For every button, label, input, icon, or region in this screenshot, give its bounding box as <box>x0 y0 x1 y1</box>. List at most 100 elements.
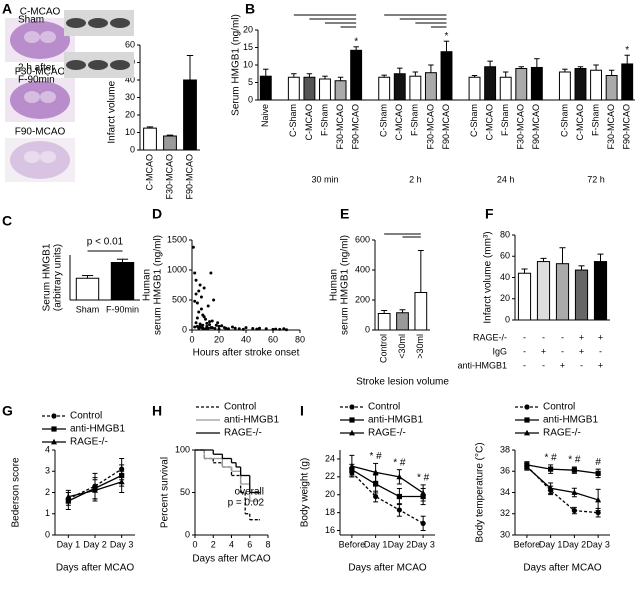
marker <box>524 429 530 436</box>
group-label: 24 h <box>497 174 515 184</box>
scatter-point <box>282 327 286 331</box>
x-tick-label: 20 <box>214 334 224 344</box>
bar <box>287 76 300 101</box>
legend-label: Control <box>224 402 256 413</box>
bar <box>110 262 135 301</box>
marker <box>595 496 602 503</box>
x-tick-label: Day 1 <box>364 539 388 549</box>
bar <box>440 51 453 101</box>
bar <box>530 66 543 101</box>
scatter-point <box>210 319 214 323</box>
x-tick-label: F-Sham <box>500 104 510 136</box>
marker <box>571 489 578 495</box>
significance-mark: * # <box>370 451 383 462</box>
brain-detail <box>40 151 56 163</box>
image-label: F90-MCAO <box>15 127 66 138</box>
marker <box>349 404 355 410</box>
bar <box>303 76 316 101</box>
table-cell: + <box>560 360 565 370</box>
x-tick-label: Day 3 <box>110 539 134 549</box>
y-tick-label: 40 <box>125 74 135 84</box>
legend-label: anti-HMGB1 <box>70 424 125 435</box>
x-tick-label: F-Sham <box>410 104 420 136</box>
y-tick-label: 200 <box>355 294 370 304</box>
x-axis-label: Days after MCAO <box>192 554 271 565</box>
x-tick-label: Control <box>379 334 389 363</box>
legend-label: RAGE-/- <box>70 437 108 448</box>
scatter-point <box>201 323 205 327</box>
y-tick-label: 600 <box>355 234 370 244</box>
bar <box>163 135 177 151</box>
scatter-point <box>264 327 268 331</box>
panel-letter: D <box>152 206 162 222</box>
y-axis-label: Serum HMGB1 (ng/ml) <box>231 14 242 116</box>
bar <box>334 80 347 101</box>
x-tick-label: C-Sham <box>559 104 569 137</box>
x-tick-label: F-90min <box>106 304 139 314</box>
blot-band <box>110 60 130 70</box>
y-tick-label: 0 <box>505 314 510 324</box>
x-tick-label: 8 <box>265 539 270 549</box>
panel-letter: B <box>245 1 255 17</box>
significance-mark: * # <box>568 455 581 466</box>
significance-mark: * # <box>545 453 558 464</box>
brain-section <box>10 21 70 59</box>
scatter-point <box>195 301 199 305</box>
series-line <box>351 469 424 498</box>
series-line <box>351 471 424 524</box>
bar <box>319 78 331 101</box>
bar <box>590 69 603 101</box>
image-label: F30-MCAO <box>15 67 66 78</box>
bar <box>377 313 391 331</box>
y-tick-label: 400 <box>355 264 370 274</box>
y-tick-label: 60 <box>125 39 135 49</box>
image-label: C-MCAO <box>20 7 61 18</box>
marker <box>420 520 426 526</box>
scatter-point <box>194 278 198 282</box>
x-tick-label: F90-MCAO <box>531 104 541 150</box>
y-tick-label: 16 <box>325 525 335 535</box>
bar <box>468 76 481 101</box>
marker <box>396 507 402 513</box>
marker <box>51 413 57 419</box>
image-label: Sham <box>18 15 44 26</box>
table-cell: + <box>598 360 603 370</box>
panel-letter: A <box>2 1 12 17</box>
table-cell: + <box>598 332 603 342</box>
legend-label: RAGE-/- <box>543 428 581 439</box>
y-axis-label: Infarct volume (mm³) <box>107 51 118 143</box>
x-tick-label: F90-MCAO <box>622 104 632 150</box>
scatter-point <box>195 316 199 320</box>
significance-mark: # <box>595 457 601 468</box>
panel-letter: E <box>340 206 349 222</box>
brain-detail <box>24 91 40 103</box>
brain-detail <box>40 31 56 43</box>
scatter-point <box>233 326 237 330</box>
series-line <box>526 464 599 475</box>
blot-band <box>66 18 86 28</box>
x-tick-label: 6 <box>247 539 252 549</box>
scatter-point <box>251 327 255 330</box>
x-tick-label: Day 2 <box>388 539 412 549</box>
marker <box>420 489 427 496</box>
y-axis-label: Infarct volume (mm³) <box>483 231 494 323</box>
x-tick-label: 40 <box>241 334 251 344</box>
marker <box>65 493 72 500</box>
x-tick-label: C-MCAO <box>575 104 585 141</box>
significance-mark: * <box>354 36 358 47</box>
x-tick-label: 0 <box>192 539 197 549</box>
table-cell: - <box>542 360 545 370</box>
x-tick-label: F-Sham <box>319 104 329 136</box>
marker <box>547 485 554 491</box>
x-tick-label: F90-MCAO <box>351 104 361 150</box>
x-tick-label: <30ml <box>397 334 407 359</box>
y-tick-label: 4 <box>45 444 50 454</box>
x-tick-label: F30-MCAO <box>164 154 174 200</box>
scatter-point <box>199 295 203 299</box>
x-tick-label: Before <box>514 539 541 549</box>
bar <box>517 272 532 321</box>
x-tick-label: Day 1 <box>539 539 563 549</box>
group-label: 2 h <box>409 174 422 184</box>
scatter-point <box>208 320 212 324</box>
